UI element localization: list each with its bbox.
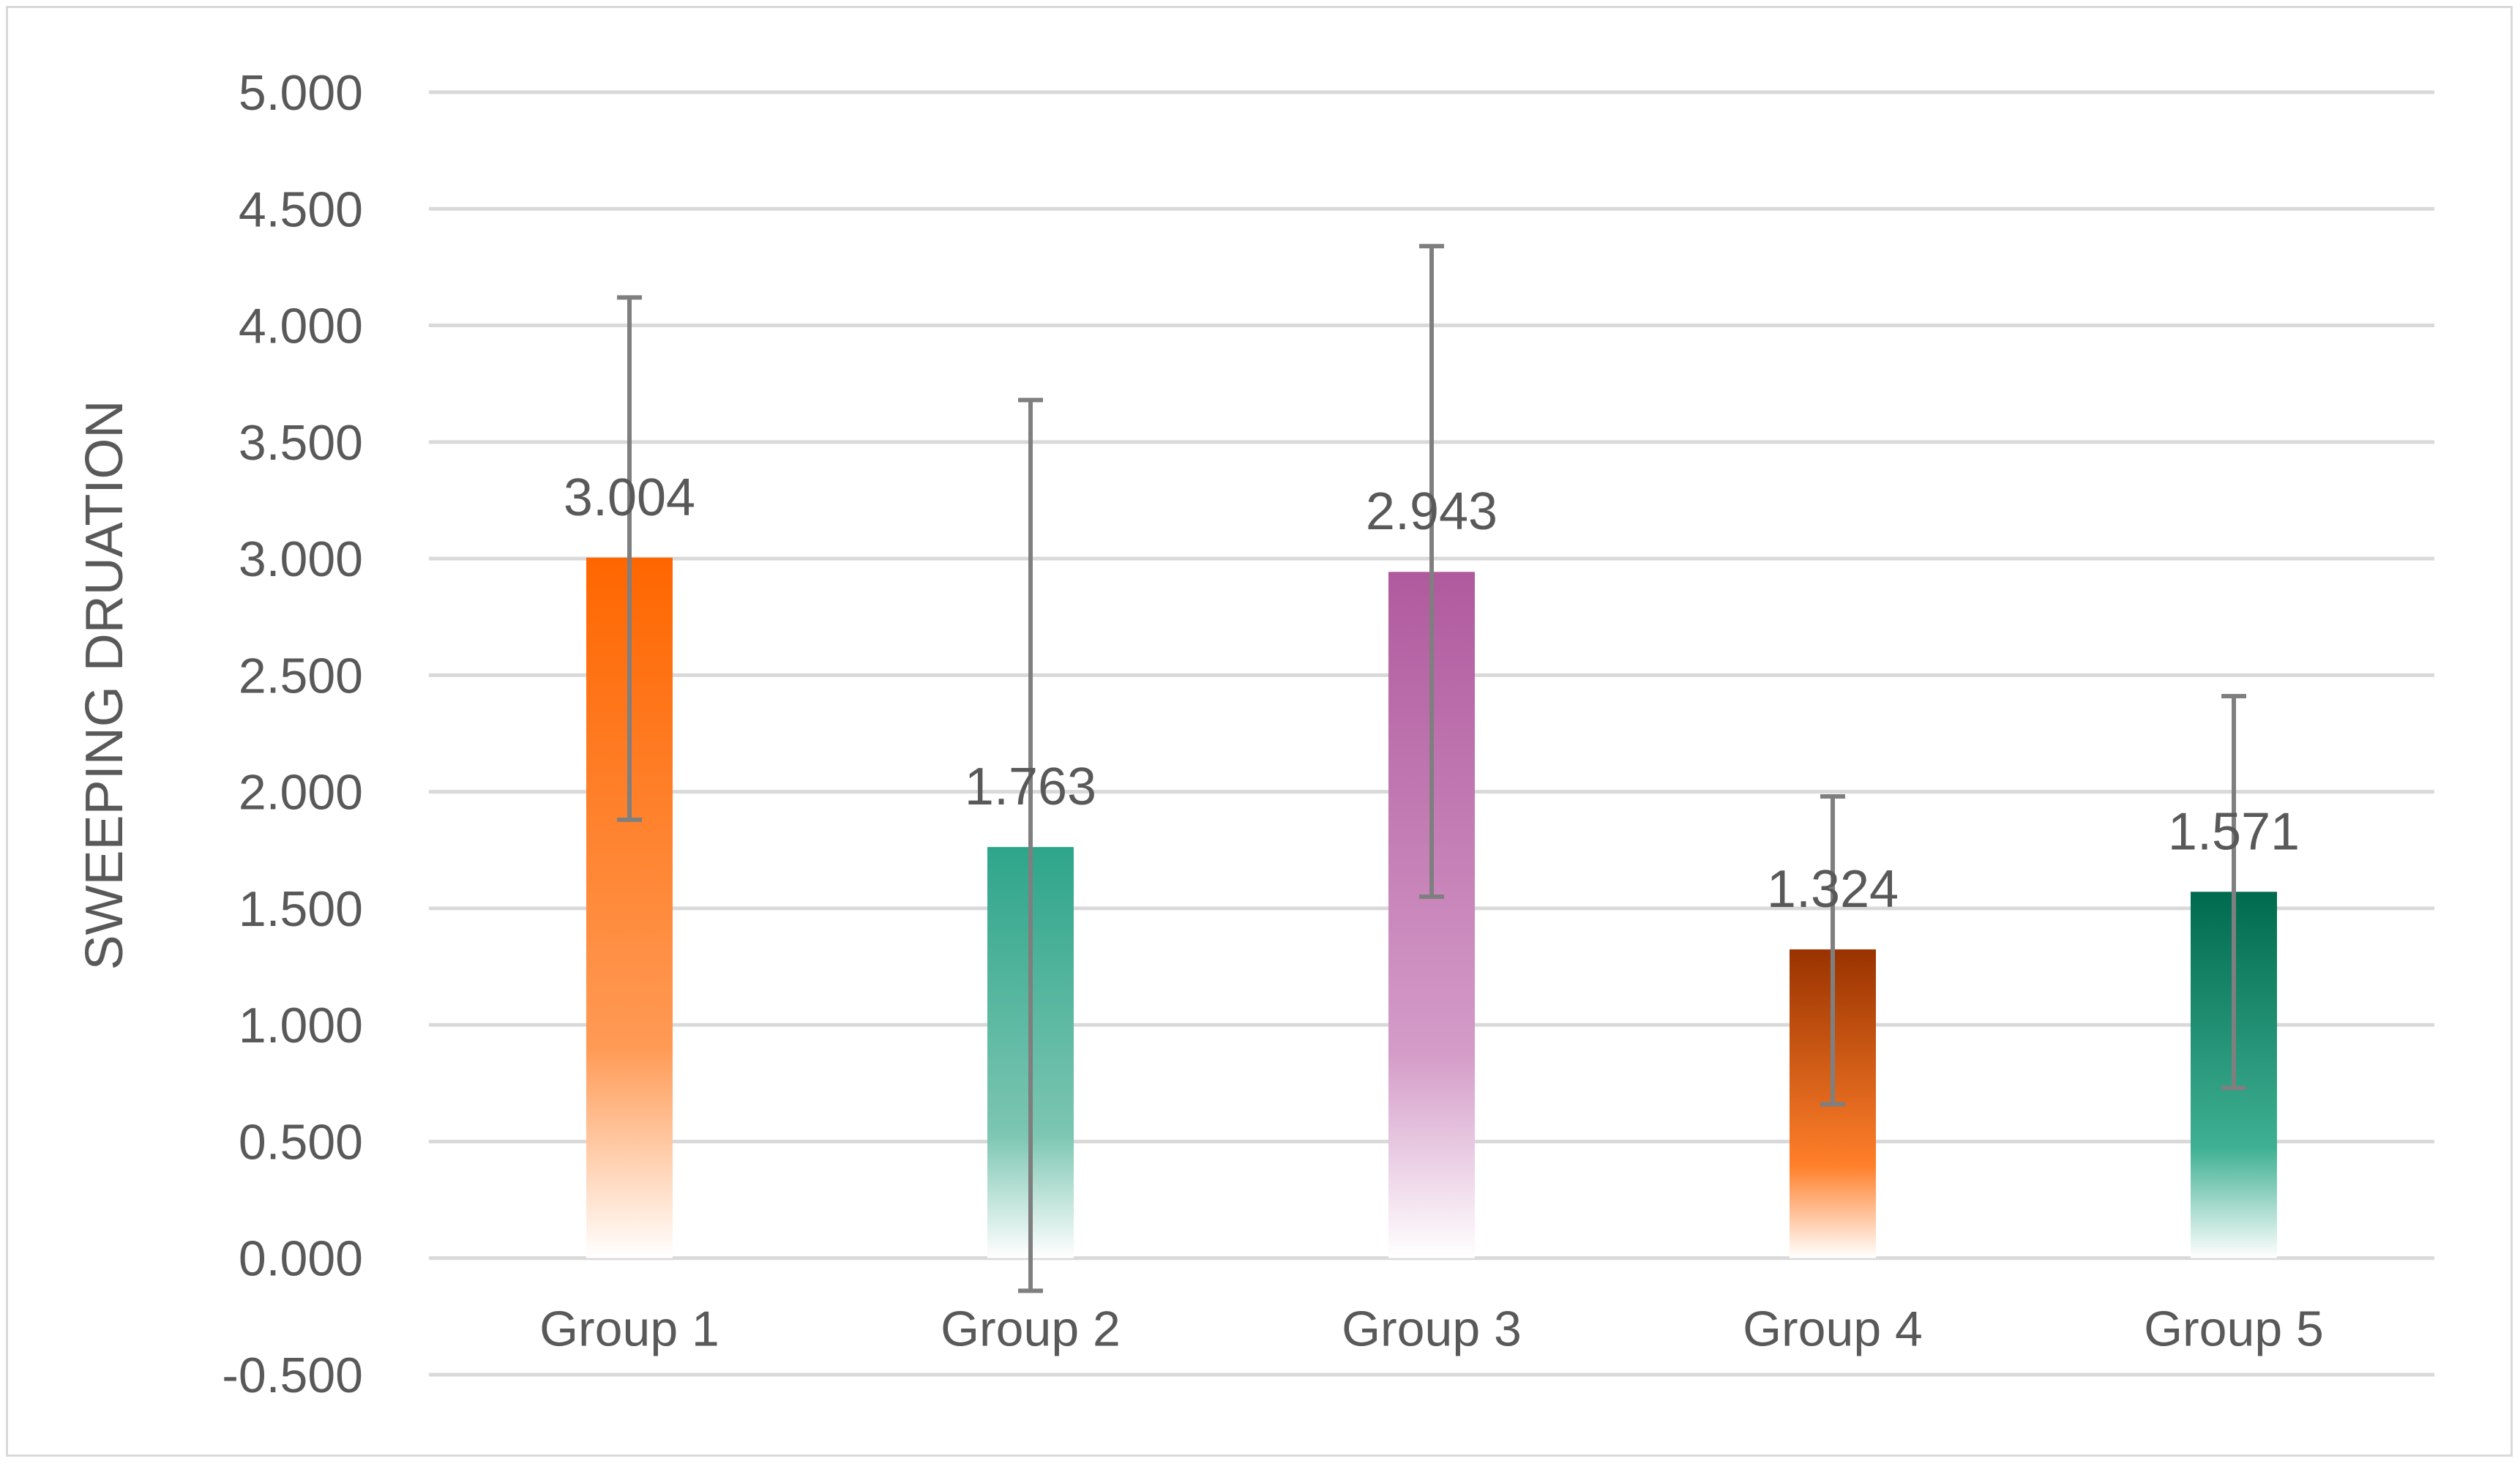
error-bar bbox=[617, 295, 642, 822]
category-label: Group 5 bbox=[2144, 1301, 2324, 1357]
error-bar bbox=[2221, 694, 2246, 1091]
y-tick-label: 3.500 bbox=[239, 415, 363, 471]
error-bars bbox=[617, 244, 2246, 1293]
category-labels: Group 1 Group 2 Group 3 Group 4 Group 5 bbox=[539, 1301, 2324, 1357]
y-tick-label: 4.500 bbox=[239, 182, 363, 237]
y-tick-label: 4.000 bbox=[239, 299, 363, 354]
data-labels: 3.004 1.763 2.943 1.324 1.571 bbox=[564, 468, 2300, 919]
y-tick-label: 5.000 bbox=[239, 65, 363, 121]
data-label: 1.571 bbox=[2168, 802, 2300, 861]
error-bar bbox=[1419, 244, 1444, 899]
data-label: 2.943 bbox=[1366, 482, 1498, 541]
data-label: 1.763 bbox=[965, 758, 1096, 816]
category-label: Group 4 bbox=[1743, 1301, 1923, 1357]
data-label: 3.004 bbox=[564, 468, 695, 527]
y-axis-title: SWEEPING DRUATION bbox=[75, 400, 134, 971]
y-tick-label: 1.500 bbox=[239, 881, 363, 937]
category-label: Group 2 bbox=[941, 1301, 1121, 1357]
error-bar bbox=[1820, 794, 1845, 1107]
category-label: Group 3 bbox=[1342, 1301, 1522, 1357]
y-tick-label: 1.000 bbox=[239, 998, 363, 1053]
bar-chart: -0.500 0.000 0.500 1.000 1.500 2.000 2.500 3.00… bbox=[75, 65, 2434, 1403]
chart-frame: -0.500 0.000 0.500 1.000 1.500 2.000 2.500 3.00… bbox=[6, 6, 2513, 1457]
y-axis-ticks: -0.500 0.000 0.500 1.000 1.500 2.000 2.500 3.00… bbox=[222, 65, 363, 1403]
y-tick-label: 3.000 bbox=[239, 531, 363, 587]
y-tick-label: 0.000 bbox=[239, 1231, 363, 1287]
y-tick-label: 2.500 bbox=[239, 648, 363, 703]
bars bbox=[586, 557, 2277, 1258]
data-label: 1.324 bbox=[1767, 860, 1899, 919]
y-tick-label: -0.500 bbox=[222, 1348, 363, 1403]
y-tick-label: 0.500 bbox=[239, 1114, 363, 1170]
error-bar bbox=[1018, 397, 1043, 1293]
y-tick-label: 2.000 bbox=[239, 765, 363, 821]
category-label: Group 1 bbox=[539, 1301, 719, 1357]
